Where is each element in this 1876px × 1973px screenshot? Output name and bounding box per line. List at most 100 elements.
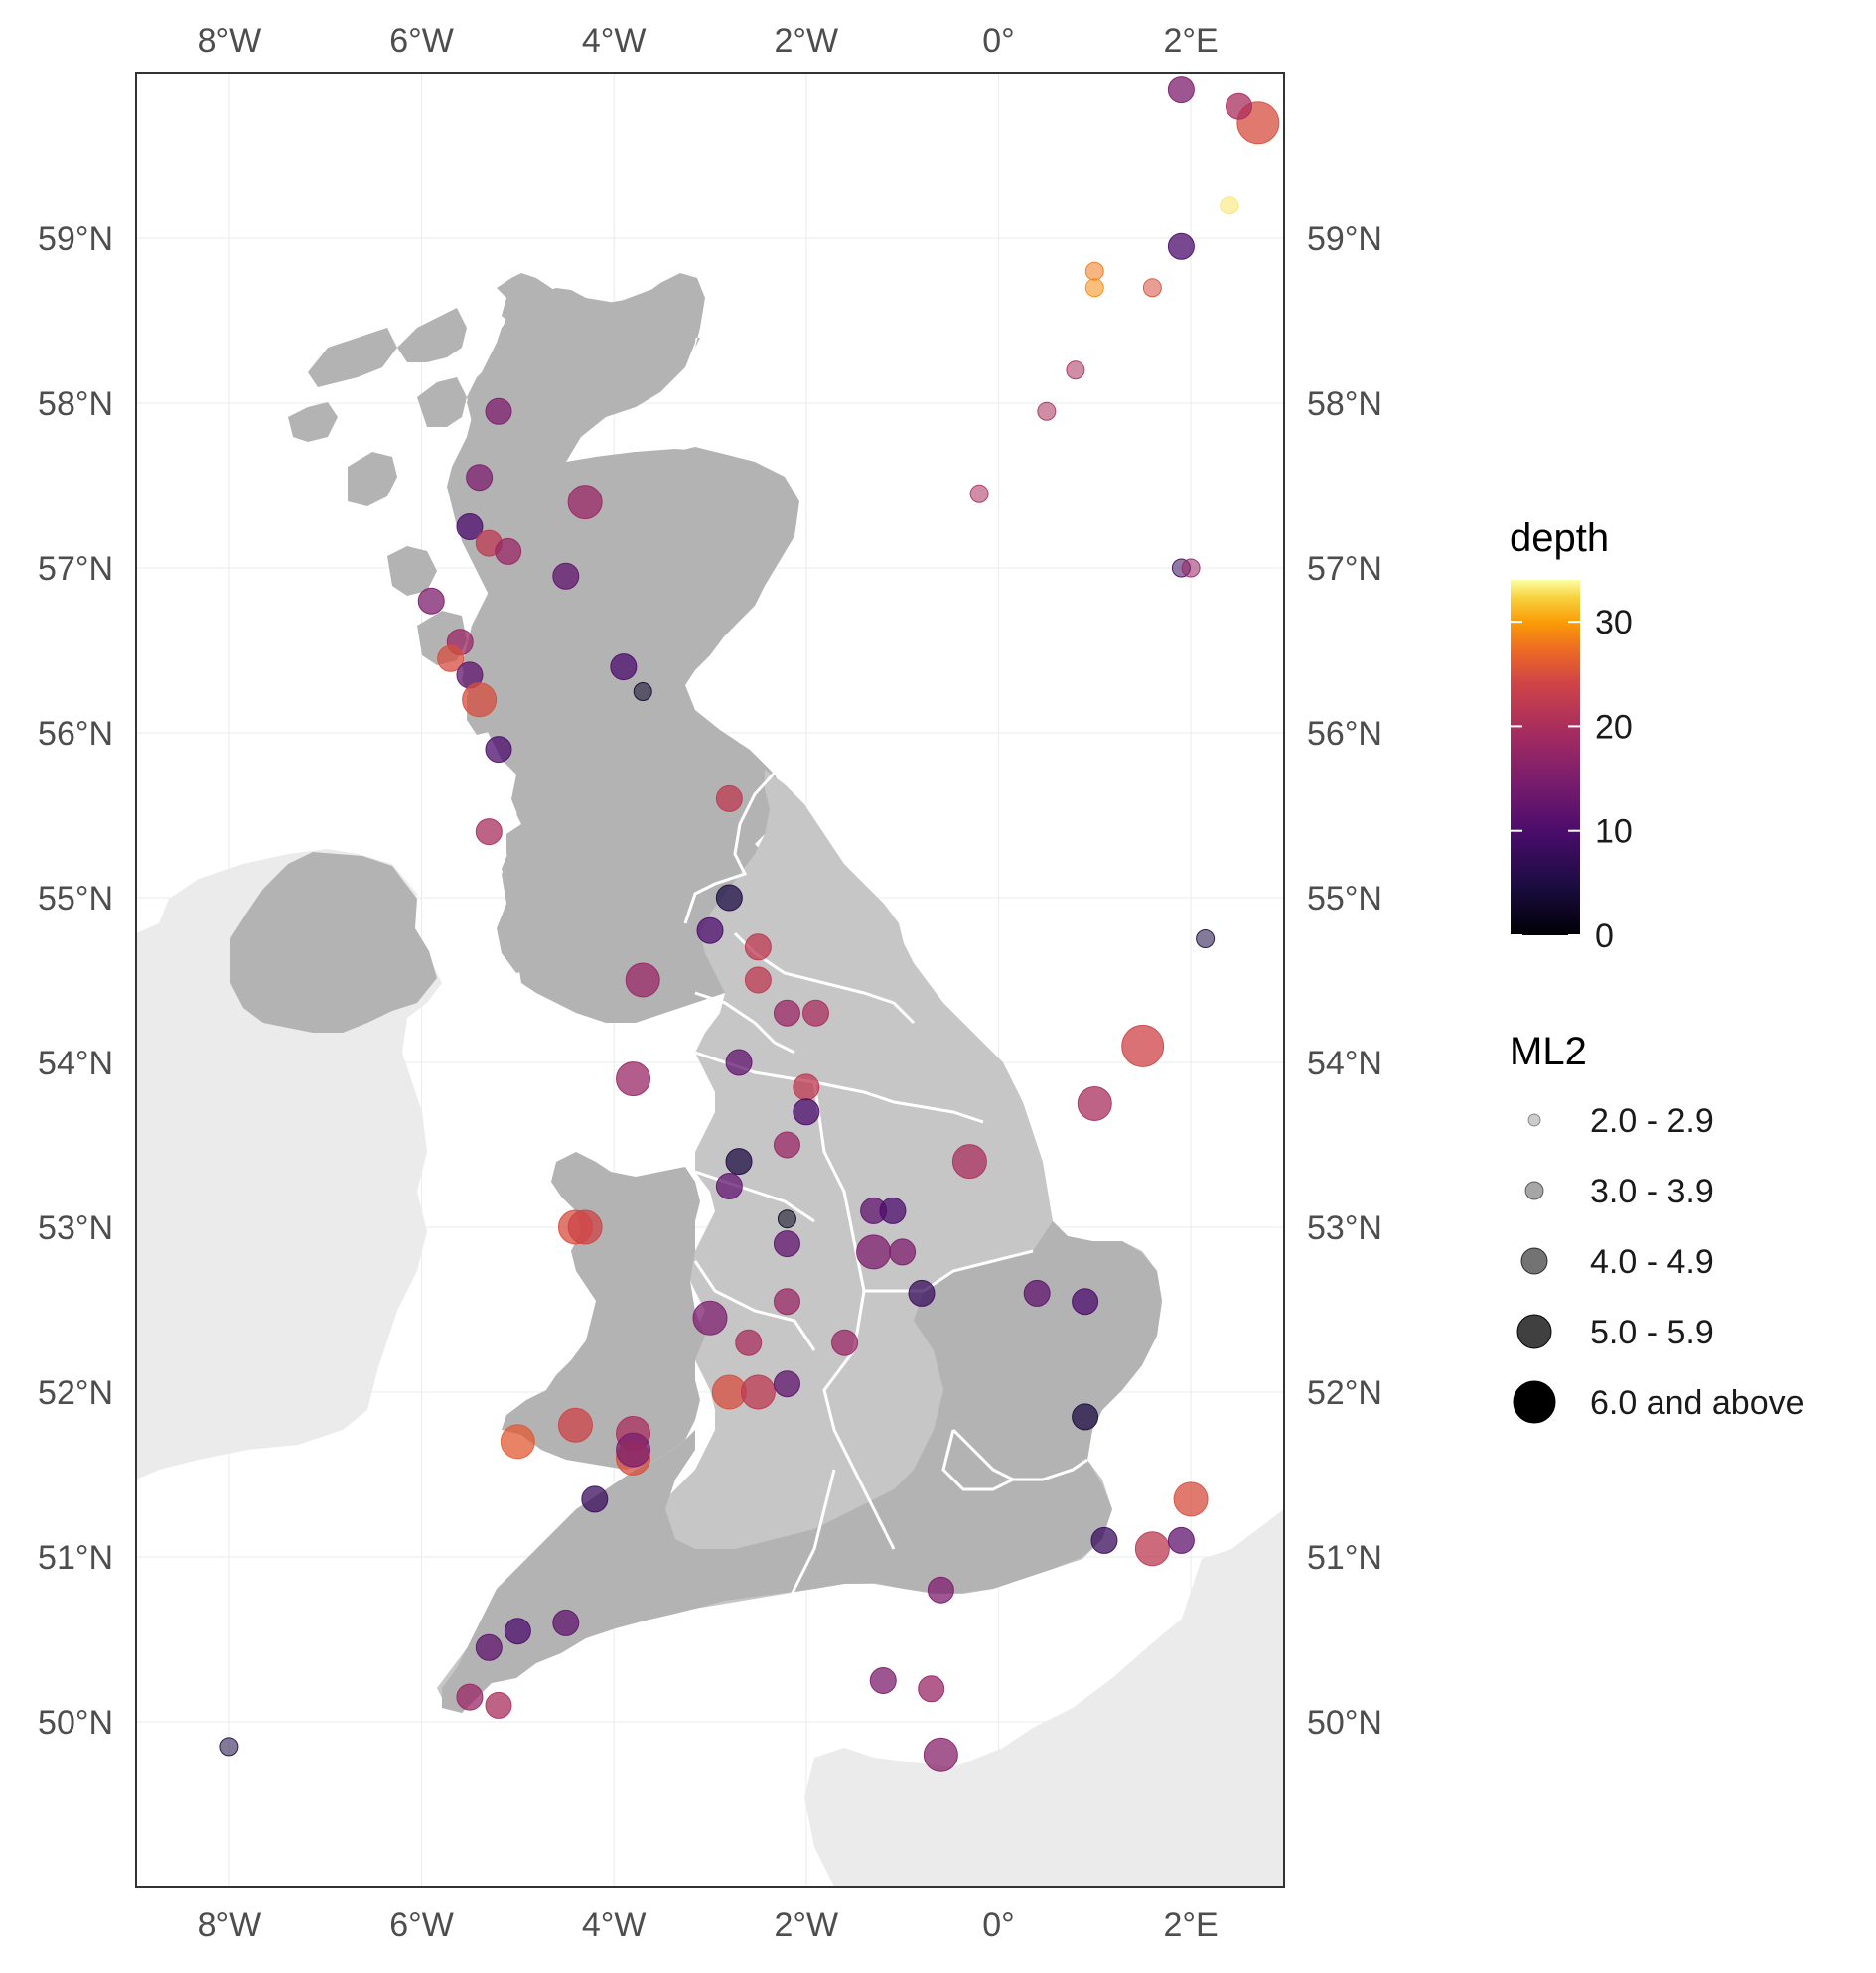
depth-tick-label: 10	[1595, 813, 1633, 851]
bottom-longitude-tick-label: 6°W	[389, 1906, 454, 1944]
earthquake-point	[456, 513, 484, 540]
ml2-legend-label: 6.0 and above	[1590, 1384, 1804, 1422]
ml2-legend-key	[1524, 1181, 1544, 1200]
scotland-mainland	[452, 278, 799, 953]
earthquake-point	[552, 562, 580, 590]
earthquake-point	[735, 1329, 763, 1356]
bottom-longitude-tick-label: 4°W	[582, 1906, 647, 1944]
earthquake-point	[485, 397, 512, 425]
earthquake-point	[610, 653, 638, 681]
earthquake-point	[725, 1049, 753, 1076]
earthquake-point	[715, 1173, 743, 1199]
earthquake-point	[1225, 92, 1252, 120]
earthquake-point	[869, 1667, 897, 1694]
panel-border	[135, 72, 1285, 1888]
ml2-legend-key	[1520, 1247, 1548, 1275]
earthquake-point	[219, 1737, 239, 1757]
earthquake-point	[1077, 1086, 1112, 1121]
earthquake-point	[1167, 232, 1195, 260]
earthquake-point	[567, 485, 603, 520]
earthquake-point	[495, 537, 522, 565]
top-longitude-tick-label: 2°W	[775, 22, 839, 60]
left-latitude-tick-label: 51°N	[38, 1539, 113, 1577]
earthquake-point	[1121, 1024, 1165, 1067]
earthquake-point	[725, 1148, 753, 1176]
earthquake-point	[616, 1432, 651, 1468]
earthquake-point	[475, 1633, 503, 1661]
earthquake-point	[1072, 1403, 1099, 1431]
right-latitude-tick-label: 51°N	[1307, 1539, 1382, 1577]
earthquake-point	[692, 1300, 728, 1336]
top-longitude-tick-label: 0°	[982, 22, 1015, 60]
earthquake-point	[773, 1288, 800, 1316]
ml2-legend-label: 2.0 - 2.9	[1590, 1102, 1714, 1140]
depth-tick-label: 20	[1595, 708, 1633, 746]
earthquake-point	[462, 682, 498, 718]
right-latitude-tick-label: 54°N	[1307, 1045, 1382, 1082]
earthquake-point	[773, 1230, 800, 1258]
map-panel	[135, 72, 1285, 1888]
wales-land	[502, 1152, 705, 1470]
earthquake-point	[500, 1424, 535, 1460]
right-latitude-tick-label: 57°N	[1307, 550, 1382, 588]
earthquake-point	[1072, 1288, 1099, 1316]
earthquake-point	[485, 1691, 512, 1719]
ml2-legend-label: 4.0 - 4.9	[1590, 1243, 1714, 1281]
earthquake-point	[1084, 261, 1104, 281]
ml2-legend-title: ML2	[1510, 1030, 1587, 1073]
earthquake-point	[1134, 1531, 1170, 1567]
earthquake-point	[475, 818, 503, 846]
left-latitude-tick-label: 50°N	[38, 1704, 113, 1742]
earthquake-point	[773, 1370, 800, 1398]
earthquake-point	[456, 1683, 484, 1711]
right-latitude-tick-label: 55°N	[1307, 880, 1382, 917]
earthquake-point	[1181, 558, 1201, 578]
axis-labels: 8°W 8°W 6°W 6°W 4°W 4°W 2°W 2°W 0° 0° 2°E 2°E 59°N 59…	[38, 22, 1382, 1944]
earthquake-point	[777, 1209, 796, 1229]
earthquake-point	[951, 1144, 987, 1180]
earthquake-point	[1023, 1279, 1051, 1307]
earthquake-point	[927, 1576, 954, 1604]
earthquake-point	[923, 1737, 958, 1772]
depth-tick-label: 30	[1595, 604, 1633, 641]
earthquake-point	[908, 1279, 936, 1307]
bottom-longitude-tick-label: 2°E	[1163, 1906, 1218, 1944]
ml2-legend-label: 3.0 - 3.9	[1590, 1173, 1714, 1210]
depth-tick-label: 0	[1595, 917, 1614, 955]
earthquake-point	[856, 1234, 892, 1270]
earthquake-point	[793, 1073, 820, 1101]
top-longitude-tick-label: 8°W	[198, 22, 262, 60]
earthquake-point	[801, 999, 829, 1027]
earthquake-point	[879, 1197, 907, 1224]
top-longitude-tick-label: 2°E	[1163, 22, 1218, 60]
earthquake-point	[715, 884, 743, 912]
earthquake-point	[696, 916, 724, 944]
earthquake-point	[715, 784, 743, 812]
earthquake-point	[466, 464, 494, 492]
right-latitude-tick-label: 50°N	[1307, 1704, 1382, 1742]
earthquake-point	[744, 966, 772, 994]
earthquake-point	[625, 962, 660, 998]
france-land	[804, 1509, 1284, 1887]
earthquake-point	[1037, 401, 1057, 421]
ml2-legend-key	[1527, 1113, 1541, 1127]
bottom-longitude-tick-label: 8°W	[198, 1906, 262, 1944]
right-latitude-tick-label: 52°N	[1307, 1374, 1382, 1412]
depth-colorbar	[1511, 580, 1580, 935]
earthquake-point	[744, 933, 772, 961]
earthquake-point	[552, 1609, 580, 1636]
depth-legend: depth 30 20 10 0	[1510, 516, 1633, 955]
earthquake-point	[1196, 929, 1216, 948]
earthquake-point	[485, 736, 512, 764]
earthquake-point	[1220, 196, 1239, 215]
earthquake-points	[219, 76, 1280, 1772]
ml2-legend-items: 2.0 - 2.9 3.0 - 3.9 4.0 - 4.9 5.0 - 5.9 6.0 …	[1513, 1102, 1804, 1424]
earthquake-point	[616, 1061, 651, 1097]
left-latitude-tick-label: 52°N	[38, 1374, 113, 1412]
top-longitude-tick-label: 6°W	[389, 22, 454, 60]
top-longitude-tick-label: 4°W	[582, 22, 647, 60]
earthquake-point	[918, 1675, 945, 1703]
left-latitude-tick-label: 53°N	[38, 1209, 113, 1247]
earthquake-point	[504, 1618, 531, 1645]
